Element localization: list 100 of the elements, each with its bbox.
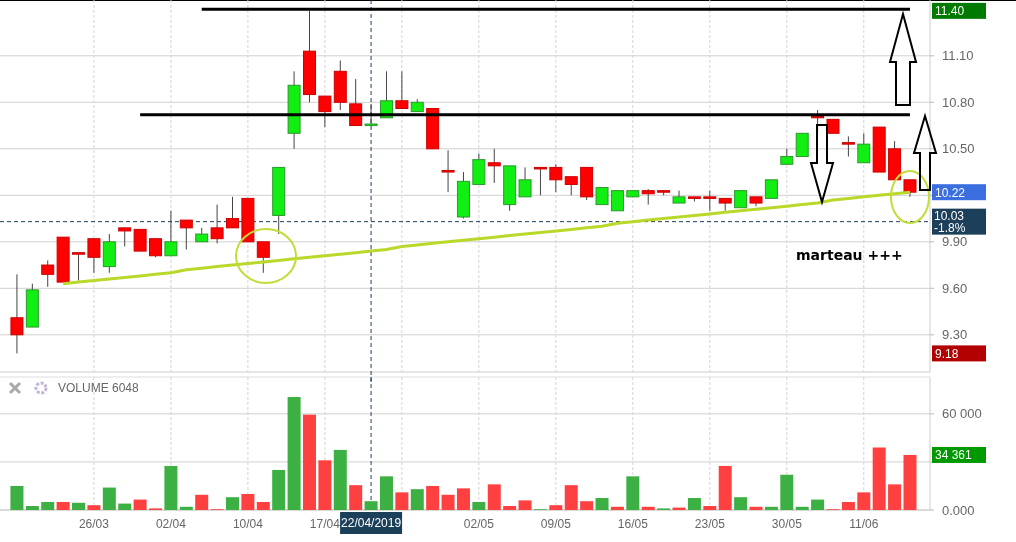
x-tick-label: 23/05: [694, 517, 726, 531]
bar: [518, 500, 532, 510]
candlestick: [703, 190, 717, 212]
x-tick-label: 02/05: [463, 517, 495, 531]
bar: [287, 397, 301, 510]
candlestick: [72, 252, 86, 282]
bar: [318, 460, 332, 510]
bar: [179, 506, 193, 510]
bar: [118, 503, 132, 510]
bar: [564, 485, 578, 510]
y-tick-label: 0.000: [942, 502, 975, 518]
chart-title: VOLUME 6048: [58, 381, 140, 395]
candlestick: [364, 103, 378, 127]
text: 11.40: [935, 4, 965, 19]
x-tick-label: 17/04: [309, 517, 341, 531]
bar: [56, 501, 70, 510]
bar: [272, 469, 286, 510]
y-tick-label: 9.60: [942, 280, 968, 296]
bar: [872, 447, 886, 510]
bar: [256, 501, 270, 510]
bar: [164, 465, 178, 510]
bar: [349, 485, 363, 510]
text: 9.18: [935, 346, 959, 361]
bar: [487, 484, 501, 510]
bar: [703, 505, 717, 510]
candlestick: [610, 190, 624, 212]
bar: [903, 454, 917, 510]
bar: [226, 497, 239, 510]
bar: [841, 501, 855, 510]
bar: [857, 492, 871, 510]
candlestick: [256, 241, 270, 274]
candlestick: [564, 176, 578, 196]
bar: [87, 505, 101, 510]
bar: [195, 494, 209, 510]
bar: [72, 502, 86, 510]
bar: [687, 497, 701, 510]
x-tick-label: 30/05: [771, 517, 803, 531]
text: 10.22: [935, 185, 966, 200]
bar: [379, 476, 393, 510]
bar: [764, 506, 778, 510]
candlestick: [164, 210, 178, 257]
candlestick: [133, 228, 147, 252]
bar: [395, 492, 409, 510]
candlestick: [441, 149, 455, 193]
bar: [102, 487, 116, 510]
bar: [610, 506, 624, 510]
bar: [749, 506, 763, 510]
bar: [333, 449, 347, 510]
bar: [734, 497, 748, 510]
bar: [410, 489, 424, 510]
bar: [718, 465, 732, 510]
y-tick-label: 9.30: [942, 327, 968, 343]
candlestick: [318, 95, 332, 128]
bar: [10, 485, 24, 510]
bar: [641, 506, 655, 510]
ref-line-label: 10.03 -1.8%: [934, 208, 966, 235]
candlestick: [533, 166, 547, 196]
bar: [441, 494, 455, 510]
candlestick: [118, 227, 132, 247]
x-tick-label: 11/06: [849, 517, 879, 531]
bar: [302, 414, 316, 510]
y-tick-label: 11.10: [942, 48, 974, 64]
x-tick-label: 26/03: [78, 517, 110, 531]
bar: [364, 501, 378, 510]
candlestick: [764, 179, 778, 199]
candlestick: [149, 238, 163, 258]
bar: [133, 499, 147, 510]
bar: [626, 476, 640, 510]
bar: [41, 501, 55, 510]
x-tick-label: 10/04: [232, 517, 264, 531]
y-tick-label: 9.90: [942, 234, 968, 250]
candlestick: [226, 196, 239, 229]
x-tick-label: 09/05: [540, 517, 572, 531]
candlestick: [549, 163, 563, 193]
candlestick: [395, 70, 409, 109]
x-tick-label: 02/04: [155, 517, 187, 531]
candlestick: [41, 259, 55, 288]
candlestick: [518, 166, 532, 198]
candlestick: [795, 132, 809, 158]
bar: [888, 484, 902, 510]
x-tick-label: 16/05: [617, 517, 649, 531]
candlestick: [10, 273, 24, 354]
candlestick: [487, 148, 501, 184]
bar: [472, 501, 486, 510]
y-tick-label: 10.50: [942, 141, 975, 157]
x-tick-label: 22/04/2019: [341, 516, 402, 530]
y-tick-label: 10.80: [942, 94, 975, 110]
text: 34 361: [935, 448, 973, 463]
bar: [456, 488, 470, 510]
bar: [426, 485, 440, 510]
y-tick-label: 60 000: [942, 406, 982, 422]
bar: [595, 497, 609, 510]
candlestick: [210, 204, 224, 244]
bar: [795, 506, 809, 510]
bar: [503, 505, 517, 510]
bar: [811, 499, 825, 510]
bar: [580, 501, 594, 510]
bar: [241, 493, 255, 510]
bar: [25, 505, 39, 510]
bar: [549, 505, 563, 510]
